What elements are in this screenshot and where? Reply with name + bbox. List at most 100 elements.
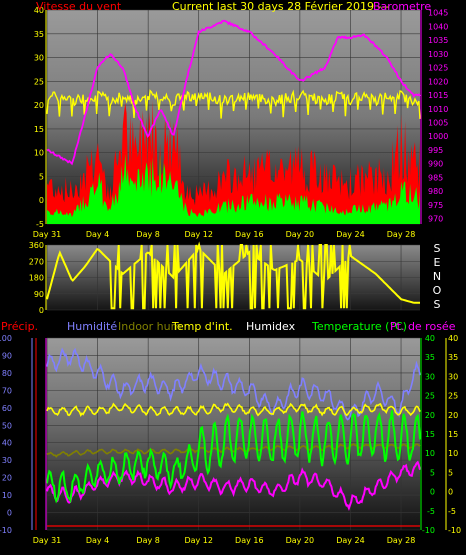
y-left-tick-label: 40 xyxy=(2,439,12,448)
y-left-tick-label: 0 xyxy=(39,196,44,205)
y-left-tick-label: 100 xyxy=(0,334,12,343)
temperature-legend: Précip. Humidité Indoor hum Temp d'int. … xyxy=(1,320,456,333)
y-left-tick-label: 30 xyxy=(34,54,44,63)
wind-barometer-panel: -505101520253035409709759809859909951000… xyxy=(33,0,449,239)
y-tick-label: 0 xyxy=(39,306,44,315)
y-right-tick-label-green: 30 xyxy=(425,372,435,381)
y-right-tick-label-green: 15 xyxy=(425,430,435,439)
y-right-tick-label-green: 35 xyxy=(425,353,435,362)
legend-precip: Précip. xyxy=(1,320,38,333)
y-right-tick-label-green: 10 xyxy=(425,449,435,458)
y-left-tick-label: 60 xyxy=(2,404,12,413)
y-right-tick-label-yellow: -5 xyxy=(448,507,456,516)
direction-letter: E xyxy=(434,256,441,269)
x-tick-label: Day 16 xyxy=(235,230,264,239)
y-left-tick-label: 90 xyxy=(2,351,12,360)
y-right-tick-label: 985 xyxy=(428,173,443,182)
y-right-tick-label: 990 xyxy=(428,160,443,169)
x-tick-label: Day 31 xyxy=(33,230,62,239)
y-left-tick-label: 40 xyxy=(34,6,44,15)
y-right-tick-label-green: -5 xyxy=(427,507,435,516)
dewpoint-series xyxy=(46,460,421,511)
y-left-tick-label: 80 xyxy=(2,369,12,378)
x-tick-label: Day 8 xyxy=(136,230,159,239)
y-left-tick-label: 15 xyxy=(34,125,44,134)
y-right-tick-label: 1035 xyxy=(428,36,448,45)
direction-letter: N xyxy=(433,270,441,283)
x-tick-label: Day 4 xyxy=(86,230,109,239)
y-right-tick-label: 1015 xyxy=(428,91,448,100)
barometer-series xyxy=(46,19,421,166)
y-right-tick-label-green: 40 xyxy=(425,334,435,343)
panel-1-axes: -505101520253035409709759809859909951000… xyxy=(33,6,449,239)
y-tick-label: 90 xyxy=(34,290,44,299)
x-tick-label: Day 24 xyxy=(336,230,365,239)
y-right-tick-label-yellow: 15 xyxy=(448,430,458,439)
x-tick-label: Day 12 xyxy=(184,536,213,545)
x-tick-label: Day 12 xyxy=(184,230,213,239)
y-left-tick-label: 20 xyxy=(34,101,44,110)
legend-temp-int: Temp d'int. xyxy=(171,320,233,333)
y-right-tick-label: 1005 xyxy=(428,118,448,127)
y-tick-label: 270 xyxy=(29,257,44,266)
y-right-tick-label-yellow: 30 xyxy=(448,372,458,381)
x-tick-label: Day 20 xyxy=(286,536,315,545)
panel-2-series xyxy=(46,241,420,310)
x-tick-label: Day 28 xyxy=(387,230,416,239)
panel-3-series xyxy=(46,347,421,527)
x-tick-label: Day 20 xyxy=(286,230,315,239)
panel-2-axes: 0 90 180 270 360 xyxy=(29,241,47,315)
legend-dewpoint: Pt. de rosée xyxy=(390,320,456,333)
panel-3-axes: -10 0 10 20 30 40 50 60 70 80 90 100 -10 -10 -5 -5 0 0 5 5 1… xyxy=(0,334,461,545)
y-left-tick-label: 10 xyxy=(2,491,12,500)
wind-direction-series xyxy=(46,241,420,310)
y-right-tick-label: 1010 xyxy=(428,105,448,114)
y-right-tick-label-yellow: 25 xyxy=(448,392,458,401)
legend-indoor-hum: Indoor hum xyxy=(118,320,181,333)
y-right-tick-label: 1030 xyxy=(428,50,448,59)
x-tick-label: Day 31 xyxy=(33,536,62,545)
y-right-tick-label-yellow: 5 xyxy=(448,468,453,477)
barometer-label: Barometre xyxy=(373,0,431,13)
y-right-tick-label-yellow: 40 xyxy=(448,334,458,343)
panel-1-series xyxy=(46,19,421,224)
y-right-tick-label-yellow: 20 xyxy=(448,411,458,420)
y-left-tick-label: 35 xyxy=(34,30,44,39)
y-left-tick-label: 30 xyxy=(2,456,12,465)
y-left-tick-label: 70 xyxy=(2,386,12,395)
y-left-tick-label: 25 xyxy=(34,77,44,86)
wind-speed-label: Vitesse du vent xyxy=(36,0,122,13)
y-left-tick-label: -5 xyxy=(36,220,44,229)
direction-letter: O xyxy=(433,284,442,297)
temperature-series xyxy=(46,410,421,504)
x-tick-label: Day 24 xyxy=(336,536,365,545)
y-tick-label: 180 xyxy=(29,274,44,283)
y-right-tick-label-yellow: 0 xyxy=(448,488,453,497)
y-right-tick-label: 1025 xyxy=(428,64,448,73)
x-tick-label: Day 16 xyxy=(235,536,264,545)
temperature-humidity-panel: -10 0 10 20 30 40 50 60 70 80 90 100 -10 -10 -5 -5 0 0 5 5 1… xyxy=(0,334,461,545)
chart-title: Current last 30 days 28 Février 2019 --- xyxy=(172,0,389,13)
y-left-tick-label: 50 xyxy=(2,421,12,430)
y-right-tick-label: 970 xyxy=(428,215,443,224)
y-right-tick-label-yellow: -10 xyxy=(448,526,461,535)
y-right-tick-label-yellow: 10 xyxy=(448,449,458,458)
y-right-tick-label-green: 5 xyxy=(430,468,435,477)
y-right-tick-label-green: 25 xyxy=(425,392,435,401)
y-right-tick-label: 1045 xyxy=(428,9,448,18)
direction-letter: S xyxy=(434,242,441,255)
y-left-tick-label: 20 xyxy=(2,474,12,483)
x-tick-label: Day 8 xyxy=(136,536,159,545)
y-right-tick-label-green: 20 xyxy=(425,411,435,420)
direction-letter: S xyxy=(434,298,441,311)
y-right-tick-label: 975 xyxy=(428,201,443,210)
y-right-tick-label: 1000 xyxy=(428,132,448,141)
x-tick-label: Day 4 xyxy=(86,536,109,545)
y-right-tick-label: 995 xyxy=(428,146,443,155)
y-right-tick-label: 1040 xyxy=(428,22,448,31)
x-tick-label: Day 28 xyxy=(387,536,416,545)
legend-humidite: Humidité xyxy=(67,320,117,333)
